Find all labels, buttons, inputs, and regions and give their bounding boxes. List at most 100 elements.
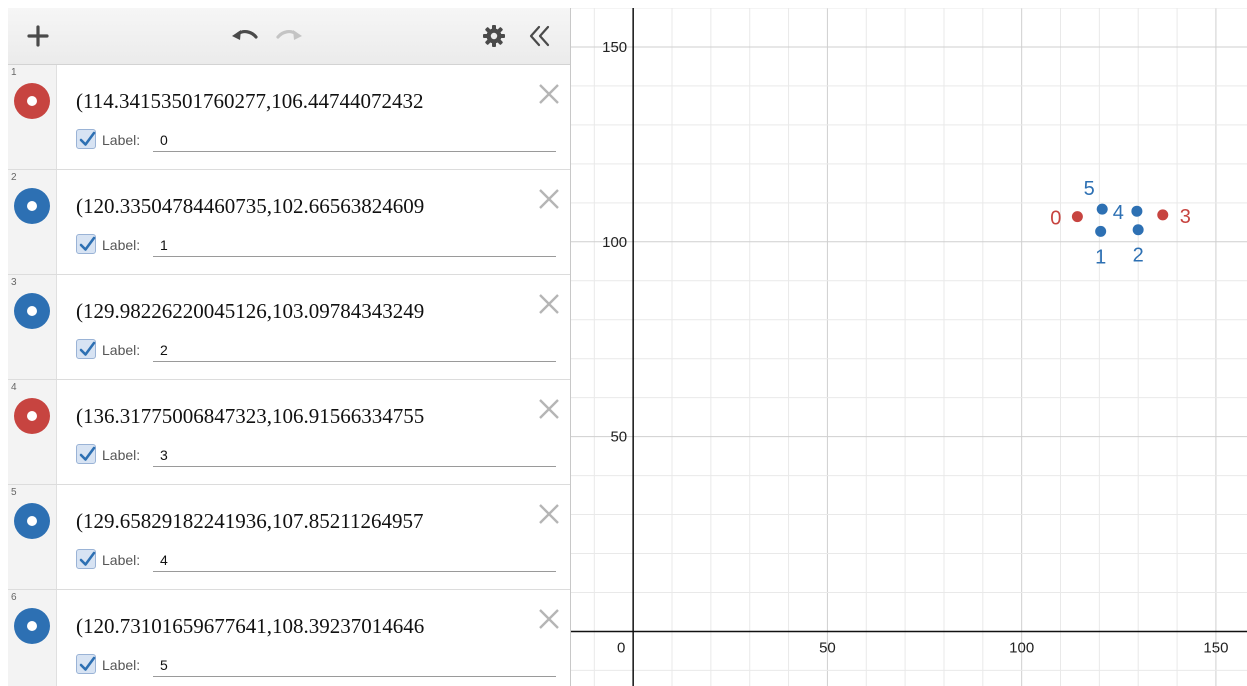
redo-icon	[276, 30, 302, 40]
delete-expression-button[interactable]	[534, 79, 564, 109]
point-style-toggle-icon[interactable]	[14, 83, 50, 119]
expression-input[interactable]: (120.33504784460735,102.66563824609	[76, 194, 425, 218]
expression-input[interactable]: (129.65829182241936,107.85211264957	[76, 509, 424, 533]
close-icon	[539, 189, 559, 209]
data-point[interactable]	[1071, 211, 1083, 223]
point-label: 0	[1050, 208, 1061, 230]
label-checkbox[interactable]	[76, 549, 96, 569]
label-row: Label: 0	[76, 127, 558, 153]
delete-expression-button[interactable]	[534, 289, 564, 319]
label-caption: Label:	[102, 552, 141, 568]
expression-input[interactable]: (136.31775006847323,106.91566334755	[76, 404, 425, 428]
data-point[interactable]	[1131, 205, 1143, 217]
label-checkbox[interactable]	[76, 654, 96, 674]
point-label: 2	[1133, 245, 1144, 267]
data-point[interactable]	[1095, 225, 1107, 237]
point-style-toggle-icon[interactable]	[14, 293, 50, 329]
label-input[interactable]: 3	[153, 442, 556, 467]
expression-input[interactable]: (120.73101659677641,108.39237014646	[76, 614, 425, 638]
point-style-toggle-icon[interactable]	[14, 188, 50, 224]
label-input[interactable]: 2	[153, 337, 556, 362]
y-tick-label: 100	[602, 234, 627, 251]
close-icon	[539, 294, 559, 314]
delete-expression-button[interactable]	[534, 499, 564, 529]
expression-index: 4	[11, 382, 17, 393]
label-row: Label: 3	[76, 442, 558, 468]
expression-index: 5	[11, 487, 17, 498]
checkmark-icon	[79, 656, 96, 671]
expression-panel: 1 (114.34153501760277,106.44744072432 La…	[8, 8, 571, 686]
checkmark-icon	[79, 236, 96, 251]
x-tick-label: 100	[1009, 639, 1034, 656]
label-checkbox[interactable]	[76, 129, 96, 149]
label-caption: Label:	[102, 342, 141, 358]
point-style-toggle-icon[interactable]	[14, 503, 50, 539]
data-point[interactable]	[1096, 203, 1108, 215]
expression-input[interactable]: (129.98226220045126,103.09784343249	[76, 299, 425, 323]
collapse-panel-button[interactable]	[520, 8, 560, 64]
double-chevron-left-icon	[529, 25, 550, 47]
label-row: Label: 2	[76, 337, 558, 363]
close-icon	[539, 609, 559, 629]
graph-canvas[interactable]: 0 50 100 150 50 100 150 0 1 2 3 45	[571, 8, 1247, 686]
y-tick-label: 50	[610, 429, 627, 446]
point-label: 4	[1113, 202, 1124, 224]
label-checkbox[interactable]	[76, 234, 96, 254]
redo-button[interactable]	[270, 8, 310, 64]
expression-row[interactable]: 1 (114.34153501760277,106.44744072432 La…	[8, 65, 570, 170]
desmos-app: 1 (114.34153501760277,106.44744072432 La…	[8, 8, 1247, 686]
expression-gutter: 6	[8, 590, 57, 686]
label-input[interactable]: 5	[153, 652, 556, 677]
close-icon	[539, 84, 559, 104]
delete-expression-button[interactable]	[534, 604, 564, 634]
delete-expression-button[interactable]	[534, 394, 564, 424]
delete-expression-button[interactable]	[534, 184, 564, 214]
label-input[interactable]: 1	[153, 232, 556, 257]
label-row: Label: 5	[76, 652, 558, 678]
expression-gutter: 1	[8, 65, 57, 169]
label-caption: Label:	[102, 237, 141, 253]
expression-input[interactable]: (114.34153501760277,106.44744072432	[76, 89, 424, 113]
expression-gutter: 3	[8, 275, 57, 379]
data-point[interactable]	[1157, 209, 1169, 221]
expression-row[interactable]: 4 (136.31775006847323,106.91566334755 La…	[8, 380, 570, 485]
checkmark-icon	[79, 551, 96, 566]
label-caption: Label:	[102, 132, 141, 148]
label-input[interactable]: 4	[153, 547, 556, 572]
label-caption: Label:	[102, 447, 141, 463]
label-caption: Label:	[102, 657, 141, 673]
expression-index: 3	[11, 277, 17, 288]
point-style-toggle-icon[interactable]	[14, 608, 50, 644]
point-label: 5	[1084, 178, 1095, 200]
expression-row[interactable]: 2 (120.33504784460735,102.66563824609 La…	[8, 170, 570, 275]
y-tick-label: 150	[602, 39, 627, 56]
label-row: Label: 4	[76, 547, 558, 573]
point-label: 1	[1095, 246, 1106, 268]
settings-button[interactable]	[474, 8, 514, 64]
expression-index: 2	[11, 172, 17, 183]
expression-row[interactable]: 5 (129.65829182241936,107.85211264957 La…	[8, 485, 570, 590]
expression-list: 1 (114.34153501760277,106.44744072432 La…	[8, 65, 570, 686]
checkmark-icon	[79, 446, 96, 461]
graph-paper[interactable]: 0 50 100 150 50 100 150 0 1 2 3 4 5	[571, 8, 1247, 686]
label-input[interactable]: 0	[153, 127, 556, 152]
gear-icon	[483, 25, 505, 47]
x-tick-label: 150	[1203, 639, 1228, 656]
expression-gutter: 5	[8, 485, 57, 589]
label-checkbox[interactable]	[76, 444, 96, 464]
expression-index: 1	[11, 67, 17, 78]
add-expression-button[interactable]	[18, 8, 58, 64]
expression-row[interactable]: 6 (120.73101659677641,108.39237014646 La…	[8, 590, 570, 686]
label-row: Label: 1	[76, 232, 558, 258]
undo-button[interactable]	[224, 8, 264, 64]
close-icon	[539, 399, 559, 419]
label-checkbox[interactable]	[76, 339, 96, 359]
checkmark-icon	[79, 341, 96, 356]
point-style-toggle-icon[interactable]	[14, 398, 50, 434]
close-icon	[539, 504, 559, 524]
x-tick-label: 50	[819, 639, 836, 656]
data-point[interactable]	[1132, 224, 1144, 236]
undo-icon	[232, 30, 258, 40]
expression-row[interactable]: 3 (129.98226220045126,103.09784343249 La…	[8, 275, 570, 380]
plus-icon	[27, 25, 49, 47]
